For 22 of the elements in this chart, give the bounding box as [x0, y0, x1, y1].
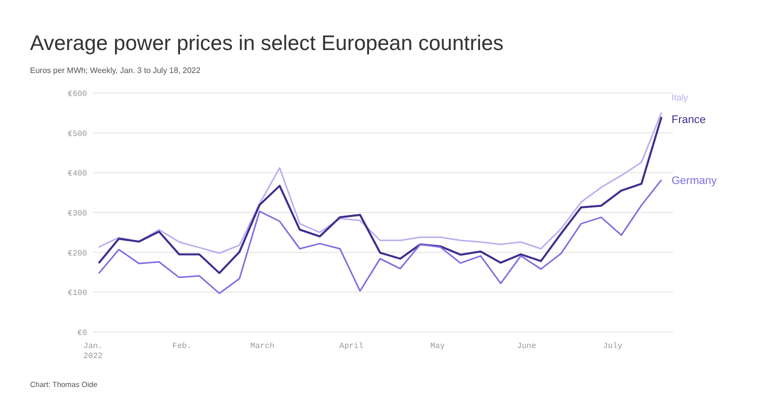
chart-title: Average power prices in select European countries	[30, 32, 504, 55]
x-tick-label: July	[603, 342, 623, 351]
series-label: Germany	[672, 174, 718, 187]
line-series	[98, 112, 662, 254]
x-tick-label: March	[250, 342, 275, 351]
y-tick-label: €200	[68, 249, 88, 258]
y-tick-label: €0	[77, 329, 88, 338]
x-tick-label: Jan. 2022	[83, 342, 103, 361]
series-label: France	[672, 114, 706, 126]
x-tick-label: May	[430, 342, 445, 351]
y-tick-label: €500	[68, 130, 88, 139]
y-tick-label: €100	[68, 289, 88, 298]
y-tick-label: €600	[68, 90, 88, 99]
x-tick-label: June	[516, 342, 536, 351]
y-tick-label: €300	[68, 210, 88, 218]
x-tick-label: Feb.	[172, 342, 192, 351]
x-tick-label: April	[339, 342, 364, 351]
y-tick-label: €400	[68, 170, 88, 179]
series-label: Italy	[672, 92, 689, 103]
line-series	[98, 116, 663, 274]
chart-subtitle: Euros per MWh; Weekly, Jan. 3 to July 18, 2022	[30, 66, 201, 75]
line-series	[98, 179, 662, 294]
